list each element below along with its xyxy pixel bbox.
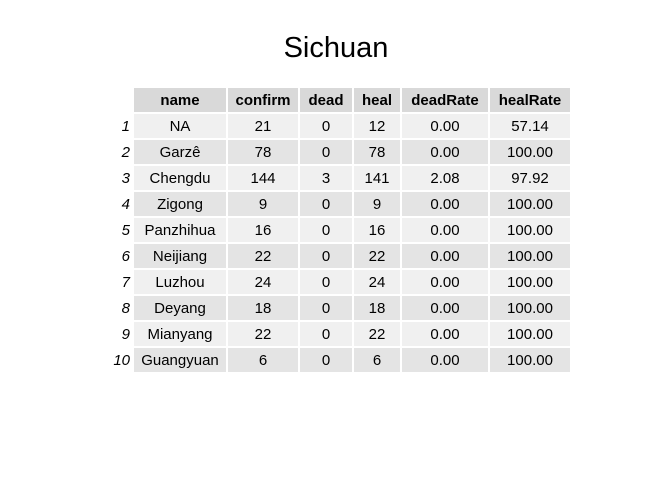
cell-name: Zigong <box>134 192 226 216</box>
table-body: 1 NA 21 0 12 0.00 57.14 2 Garzê 78 0 78 0.00 100.00 3 C… <box>110 114 570 372</box>
cell-confirm: 6 <box>228 348 298 372</box>
cell-deadrate: 0.00 <box>402 192 488 216</box>
cell-deadrate: 0.00 <box>402 322 488 346</box>
cell-confirm: 144 <box>228 166 298 190</box>
data-table: name confirm dead heal deadRate healRate… <box>108 86 572 374</box>
cell-healrate: 100.00 <box>490 322 570 346</box>
row-label: 8 <box>121 299 130 317</box>
cell-deadrate: 0.00 <box>402 218 488 242</box>
table-row: 2 Garzê 78 0 78 0.00 100.00 <box>110 140 570 164</box>
cell-confirm: 18 <box>228 296 298 320</box>
cell-dead: 0 <box>300 218 352 242</box>
cell-deadrate: 0.00 <box>402 244 488 268</box>
cell-heal: 6 <box>354 348 400 372</box>
table-row: 3 Chengdu 144 3 141 2.08 97.92 <box>110 166 570 190</box>
row-label: 1 <box>121 117 130 135</box>
cell-name: NA <box>134 114 226 138</box>
cell-healrate: 100.00 <box>490 270 570 294</box>
cell-healrate: 57.14 <box>490 114 570 138</box>
cell-healrate: 100.00 <box>490 140 570 164</box>
column-header-healrate: healRate <box>490 88 570 112</box>
cell-name: Guangyuan <box>134 348 226 372</box>
row-label: 3 <box>121 169 130 187</box>
cell-name: Garzê <box>134 140 226 164</box>
cell-dead: 0 <box>300 270 352 294</box>
table-row: 6 Neijiang 22 0 22 0.00 100.00 <box>110 244 570 268</box>
corner-cell <box>110 88 132 112</box>
cell-dead: 0 <box>300 192 352 216</box>
cell-confirm: 21 <box>228 114 298 138</box>
cell-deadrate: 0.00 <box>402 140 488 164</box>
column-header-deadrate: deadRate <box>402 88 488 112</box>
table-row: 4 Zigong 9 0 9 0.00 100.00 <box>110 192 570 216</box>
row-label: 9 <box>121 325 130 343</box>
chart-title: Sichuan <box>283 32 389 64</box>
cell-confirm: 24 <box>228 270 298 294</box>
cell-heal: 18 <box>354 296 400 320</box>
cell-heal: 16 <box>354 218 400 242</box>
table-row: 7 Luzhou 24 0 24 0.00 100.00 <box>110 270 570 294</box>
cell-confirm: 78 <box>228 140 298 164</box>
row-label: 7 <box>121 273 130 291</box>
cell-heal: 24 <box>354 270 400 294</box>
cell-name: Panzhihua <box>134 218 226 242</box>
cell-dead: 0 <box>300 114 352 138</box>
cell-confirm: 22 <box>228 322 298 346</box>
cell-deadrate: 0.00 <box>402 114 488 138</box>
cell-healrate: 100.00 <box>490 296 570 320</box>
cell-confirm: 16 <box>228 218 298 242</box>
cell-heal: 9 <box>354 192 400 216</box>
header-row: name confirm dead heal deadRate healRate <box>110 88 570 112</box>
row-label: 6 <box>121 247 130 265</box>
cell-healrate: 97.92 <box>490 166 570 190</box>
table-row: 10 Guangyuan 6 0 6 0.00 100.00 <box>110 348 570 372</box>
cell-dead: 0 <box>300 296 352 320</box>
cell-deadrate: 0.00 <box>402 348 488 372</box>
cell-name: Neijiang <box>134 244 226 268</box>
cell-healrate: 100.00 <box>490 348 570 372</box>
cell-name: Chengdu <box>134 166 226 190</box>
row-label: 5 <box>121 221 130 239</box>
cell-dead: 0 <box>300 348 352 372</box>
cell-heal: 22 <box>354 244 400 268</box>
column-header-name: name <box>134 88 226 112</box>
cell-healrate: 100.00 <box>490 218 570 242</box>
cell-deadrate: 0.00 <box>402 270 488 294</box>
table-row: 1 NA 21 0 12 0.00 57.14 <box>110 114 570 138</box>
cell-name: Luzhou <box>134 270 226 294</box>
row-label: 2 <box>121 143 130 161</box>
table-row: 5 Panzhihua 16 0 16 0.00 100.00 <box>110 218 570 242</box>
cell-confirm: 9 <box>228 192 298 216</box>
row-label: 10 <box>113 351 130 369</box>
cell-heal: 22 <box>354 322 400 346</box>
cell-confirm: 22 <box>228 244 298 268</box>
cell-heal: 141 <box>354 166 400 190</box>
cell-deadrate: 2.08 <box>402 166 488 190</box>
column-header-dead: dead <box>300 88 352 112</box>
cell-dead: 0 <box>300 140 352 164</box>
cell-deadrate: 0.00 <box>402 296 488 320</box>
table-row: 9 Mianyang 22 0 22 0.00 100.00 <box>110 322 570 346</box>
column-header-confirm: confirm <box>228 88 298 112</box>
row-label: 4 <box>121 195 130 213</box>
cell-heal: 78 <box>354 140 400 164</box>
cell-name: Deyang <box>134 296 226 320</box>
column-header-heal: heal <box>354 88 400 112</box>
cell-dead: 0 <box>300 244 352 268</box>
cell-name: Mianyang <box>134 322 226 346</box>
cell-heal: 12 <box>354 114 400 138</box>
cell-healrate: 100.00 <box>490 244 570 268</box>
cell-healrate: 100.00 <box>490 192 570 216</box>
table-row: 8 Deyang 18 0 18 0.00 100.00 <box>110 296 570 320</box>
cell-dead: 0 <box>300 322 352 346</box>
cell-dead: 3 <box>300 166 352 190</box>
